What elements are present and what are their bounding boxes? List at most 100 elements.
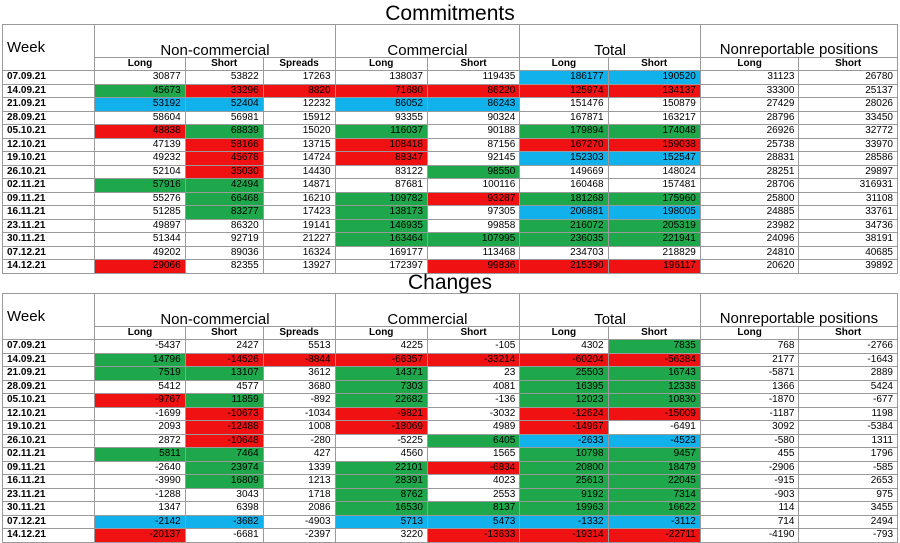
column-header: Long	[94, 57, 186, 71]
value-cell: 27429	[699, 97, 800, 112]
column-header: Short	[607, 57, 701, 71]
week-cell: 16.11.21	[1, 205, 96, 220]
value-cell: 49232	[94, 151, 186, 166]
value-cell: 149669	[519, 164, 609, 179]
group-header: Nonreportable positions	[699, 24, 899, 58]
value-cell: 151476	[519, 97, 609, 112]
value-cell: 49202	[94, 245, 186, 260]
value-cell: 125974	[519, 83, 609, 98]
value-cell: 45673	[94, 83, 186, 98]
value-cell: 4577	[184, 379, 264, 394]
value-cell: 28251	[699, 164, 800, 179]
value-cell: 16324	[262, 245, 336, 260]
value-cell: 2086	[262, 501, 336, 516]
value-cell: 13715	[262, 137, 336, 152]
value-cell: 88347	[334, 151, 428, 166]
value-cell: 150879	[607, 97, 701, 112]
value-cell: 138173	[334, 205, 428, 220]
value-cell: -2766	[798, 339, 898, 354]
value-cell: 113468	[426, 245, 521, 260]
value-cell: 26780	[798, 70, 898, 85]
value-cell: 83277	[184, 205, 264, 220]
value-cell: 92145	[426, 151, 521, 166]
week-cell: 28.09.21	[1, 110, 96, 125]
value-cell: 28026	[798, 97, 898, 112]
value-cell: -4523	[607, 433, 701, 448]
week-cell: 14.09.21	[1, 352, 96, 367]
week-cell: 07.09.21	[1, 70, 96, 85]
value-cell: 25800	[699, 191, 800, 206]
column-header: Long	[519, 57, 609, 71]
value-cell: 14430	[262, 164, 336, 179]
week-cell: 23.11.21	[1, 218, 96, 233]
value-cell: 3043	[184, 487, 264, 502]
value-cell: 138037	[334, 70, 428, 85]
week-cell: 05.10.21	[1, 124, 96, 139]
value-cell: 33296	[184, 83, 264, 98]
value-cell: -1034	[262, 406, 336, 421]
value-cell: 1347	[94, 501, 186, 516]
value-cell: 7314	[607, 487, 701, 502]
value-cell: 45678	[184, 151, 264, 166]
week-cell: 14.12.21	[1, 259, 96, 274]
table-row: 26.10.21 52104 35030 14430 83122 98550 149669 1…	[1, 164, 898, 179]
value-cell: -9767	[94, 393, 186, 408]
table-row: 12.10.21 47139 58166 13715 108418 87156 167270…	[1, 137, 898, 152]
value-cell: 2427	[184, 339, 264, 354]
value-cell: 16530	[334, 501, 428, 516]
value-cell: 2653	[798, 474, 898, 489]
value-cell: -12624	[519, 406, 609, 421]
value-cell: 24810	[699, 245, 800, 260]
value-cell: -9821	[334, 406, 428, 421]
table-row: 07.09.21 30877 53822 17263 138037 119435 18617…	[1, 70, 898, 85]
value-cell: 152547	[607, 151, 701, 166]
value-cell: 28586	[798, 151, 898, 166]
value-cell: 16809	[184, 474, 264, 489]
value-cell: -10673	[184, 406, 264, 421]
value-cell: 1366	[699, 379, 800, 394]
table-row: 12.10.21 -1699 -10673 -1034 -9821 -3032 -12624…	[1, 406, 898, 421]
value-cell: 33761	[798, 205, 898, 220]
value-cell: 99836	[426, 259, 521, 274]
table-row: 09.11.21 55276 66468 16210 109782 93287 181268…	[1, 191, 898, 206]
value-cell: 221941	[607, 232, 701, 247]
value-cell: 107995	[426, 232, 521, 247]
changes-table: Week Non-commercial Commercial Total Nonrepo…	[1, 293, 899, 543]
table-row: 07.12.21 49202 89036 16324 169177 113468 23470…	[1, 245, 898, 260]
value-cell: 146935	[334, 218, 428, 233]
value-cell: 2494	[798, 514, 898, 529]
value-cell: 22045	[607, 474, 701, 489]
value-cell: 152303	[519, 151, 609, 166]
value-cell: 100116	[426, 178, 521, 193]
table-row: 16.11.21 51285 83277 17423 138173 97305 206881…	[1, 205, 898, 220]
value-cell: -60204	[519, 352, 609, 367]
value-cell: 181268	[519, 191, 609, 206]
week-cell: 19.10.21	[1, 420, 96, 435]
value-cell: 51285	[94, 205, 186, 220]
table-row: 28.09.21 5412 4577 3680 7303 4081 16395 12338 13…	[1, 379, 898, 394]
week-header: Week	[1, 293, 96, 340]
group-header: Total	[519, 293, 701, 327]
value-cell: 975	[798, 487, 898, 502]
value-cell: -280	[262, 433, 336, 448]
value-cell: 163217	[607, 110, 701, 125]
column-header: Short	[426, 57, 521, 71]
value-cell: 172397	[334, 259, 428, 274]
value-cell: 116037	[334, 124, 428, 139]
value-cell: 714	[699, 514, 800, 529]
value-cell: -13633	[426, 528, 521, 543]
value-cell: 12338	[607, 379, 701, 394]
value-cell: 3612	[262, 366, 336, 381]
value-cell: 20800	[519, 460, 609, 475]
value-cell: 7835	[607, 339, 701, 354]
value-cell: 33300	[699, 83, 800, 98]
value-cell: -585	[798, 460, 898, 475]
value-cell: -1870	[699, 393, 800, 408]
table-row: 14.09.21 45673 33296 8820 71680 86220 125974 13…	[1, 83, 898, 98]
value-cell: 5811	[94, 447, 186, 462]
value-cell: 159038	[607, 137, 701, 152]
value-cell: 38191	[798, 232, 898, 247]
value-cell: 3092	[699, 420, 800, 435]
value-cell: 4560	[334, 447, 428, 462]
value-cell: 90188	[426, 124, 521, 139]
